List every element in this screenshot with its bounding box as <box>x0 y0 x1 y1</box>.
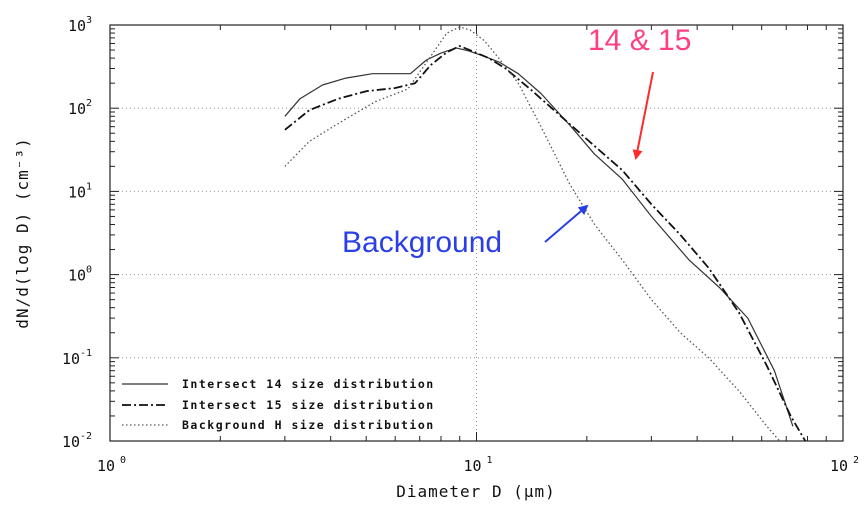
x-tick-label: 10 0 <box>97 455 126 475</box>
y-tick-label-exp: -1 <box>80 348 92 359</box>
y-tick-label-exp: 0 <box>86 265 92 276</box>
x-tick-label-exp: 1 <box>487 455 493 466</box>
tick-marks <box>109 25 843 442</box>
y-tick-label-exp: 3 <box>86 15 92 26</box>
x-tick-label-base: 10 <box>463 457 481 475</box>
y-tick-label: 10 1 <box>68 181 92 201</box>
annotation-background-arrow <box>544 204 589 243</box>
y-tick-label: 10 -2 <box>62 431 92 451</box>
x-tick-label-base: 10 <box>830 457 848 475</box>
series-lines <box>284 26 807 441</box>
legend: Intersect 14 size distribution Intersect… <box>122 377 435 432</box>
y-tick-label-base: 10 <box>68 183 86 201</box>
annotation-14-15-arrow <box>632 71 654 160</box>
grid <box>110 25 843 441</box>
y-tick-label-base: 10 <box>62 350 80 368</box>
x-tick-label: 10 2 <box>830 455 859 475</box>
x-tick-label-base: 10 <box>97 457 115 475</box>
series-line-dashdot <box>284 45 807 441</box>
y-tick-label-base: 10 <box>68 267 86 285</box>
x-tick-label: 10 1 <box>463 455 492 475</box>
annotation-background: Background <box>342 226 502 259</box>
y-tick-label: 10 3 <box>68 15 92 35</box>
legend-label-background: Background H size distribution <box>182 418 435 432</box>
y-tick-label-base: 10 <box>68 100 86 118</box>
legend-label-intersect-14: Intersect 14 size distribution <box>182 377 435 391</box>
y-tick-label-base: 10 <box>62 433 80 451</box>
y-tick-label-exp: 1 <box>86 181 92 192</box>
legend-label-intersect-15: Intersect 15 size distribution <box>182 398 435 412</box>
y-axis-label: dN/d(log D) (cm⁻³) <box>13 137 32 328</box>
x-axis-label: Diameter D (μm) <box>396 482 556 501</box>
y-tick-label: 10 2 <box>68 98 92 118</box>
x-tick-label-exp: 2 <box>853 455 859 466</box>
y-tick-label-exp: -2 <box>80 431 92 442</box>
y-tick-label: 10 0 <box>68 265 92 285</box>
x-tick-label-exp: 0 <box>120 455 126 466</box>
y-tick-label-base: 10 <box>68 17 86 35</box>
y-tick-label: 10 -1 <box>62 348 92 368</box>
y-tick-label-exp: 2 <box>86 98 92 109</box>
series-line-dotted <box>284 26 781 441</box>
annotation-14-15: 14 & 15 <box>588 24 691 57</box>
x-tick-labels: 10 0 10 1 10 2 <box>97 455 859 475</box>
